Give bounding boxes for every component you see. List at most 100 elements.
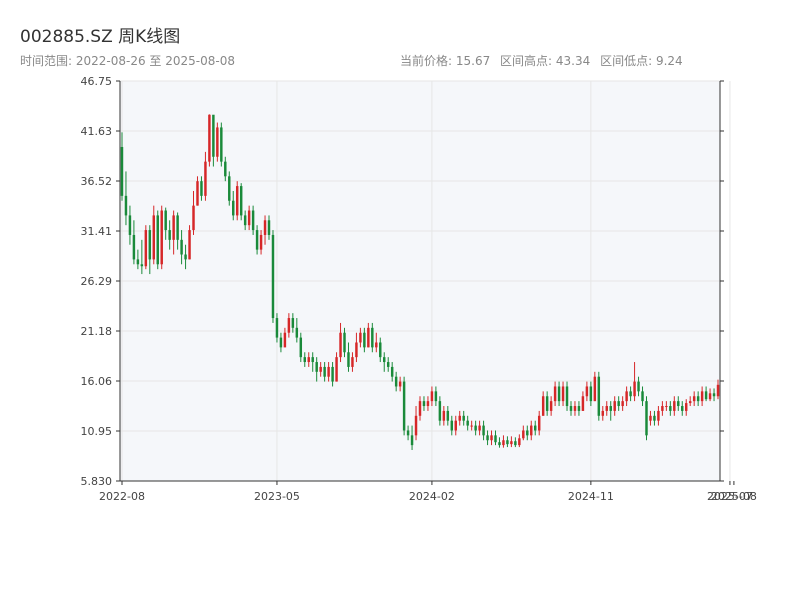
candle-up	[518, 438, 521, 446]
candle-up	[418, 401, 422, 416]
candle-up	[585, 386, 589, 397]
candle-up	[530, 425, 533, 436]
candle-up	[470, 425, 473, 427]
chart-title: 002885.SZ 周K线图	[20, 27, 181, 47]
candle-down	[422, 401, 426, 407]
candle-down	[148, 230, 152, 260]
candle-up	[625, 391, 628, 402]
candle-up	[335, 357, 338, 382]
candle-down	[164, 210, 167, 231]
candle-up	[160, 210, 163, 265]
x-tick-label: 2024-11	[568, 490, 614, 503]
candle-down	[406, 430, 410, 436]
y-tick-label: 26.29	[81, 275, 113, 288]
candle-down	[267, 220, 271, 235]
candle-up	[192, 205, 195, 231]
candle-down	[514, 441, 517, 446]
candle-down	[438, 401, 442, 421]
candle-up	[537, 415, 541, 431]
candle-down	[180, 239, 183, 255]
candle-down	[526, 430, 529, 436]
candle-down	[331, 366, 334, 382]
candle-up	[426, 401, 430, 407]
candle-down	[597, 376, 601, 416]
candle-down	[534, 425, 537, 431]
candle-up	[621, 401, 624, 407]
candle-down	[176, 215, 179, 240]
candle-down	[132, 234, 136, 260]
candle-up	[152, 215, 156, 260]
candle-up	[442, 410, 446, 421]
candle-up	[573, 406, 577, 411]
candle-down	[390, 366, 394, 377]
candle-down	[681, 406, 684, 411]
candle-down	[446, 410, 450, 421]
candle-up	[235, 186, 239, 216]
candle-down	[383, 357, 386, 363]
candle-down	[224, 161, 227, 177]
candle-up	[319, 366, 322, 372]
candle-up	[661, 406, 664, 411]
candle-down	[557, 386, 561, 402]
candle-up	[649, 415, 652, 421]
candle-up	[561, 386, 565, 402]
candle-up	[665, 406, 668, 408]
candle-down	[394, 376, 398, 387]
candle-up	[490, 435, 493, 441]
candle-up	[196, 181, 199, 206]
candle-down	[279, 337, 283, 348]
candle-up	[283, 332, 287, 348]
candle-down	[255, 230, 259, 250]
candle-up	[478, 425, 481, 431]
candle-down	[669, 406, 672, 411]
range-low: 区间低点: 9.24	[600, 54, 683, 68]
candle-up	[601, 410, 605, 416]
candle-up	[263, 220, 267, 235]
candle-up	[522, 430, 525, 439]
candle-up	[673, 401, 676, 411]
candle-down	[545, 396, 549, 411]
candle-up	[188, 230, 191, 260]
candle-up	[708, 393, 712, 400]
x-tick-label: 2025-07	[707, 490, 753, 503]
candle-down	[303, 357, 306, 363]
candle-down	[228, 176, 231, 201]
candle-down	[311, 357, 314, 363]
candle-up	[541, 396, 545, 416]
x-tick-label: 2023-05	[254, 490, 300, 503]
candle-up	[172, 215, 175, 240]
candle-down	[136, 259, 140, 265]
candle-up	[307, 357, 310, 363]
candle-down	[645, 401, 648, 436]
candle-down	[120, 146, 124, 196]
candle-up	[502, 440, 505, 446]
candle-down	[343, 332, 346, 353]
candle-down	[565, 386, 569, 407]
candle-up	[549, 401, 553, 411]
candle-up	[359, 332, 362, 343]
candle-down	[232, 200, 235, 216]
candle-up	[700, 391, 704, 402]
candle-down	[466, 420, 469, 426]
x-tick-label: 2025-08	[711, 490, 757, 503]
candle-down	[462, 415, 465, 421]
candle-down	[629, 391, 632, 397]
candle-down	[712, 393, 716, 397]
candle-up	[458, 415, 461, 421]
candle-down	[275, 318, 279, 338]
candle-up	[287, 318, 291, 333]
current-price: 当前价格: 15.67	[400, 54, 491, 68]
candle-down	[200, 181, 203, 196]
price-summary: 当前价格: 15.67 区间高点: 43.34 区间低点: 9.24	[400, 52, 689, 69]
range-high: 区间高点: 43.34	[500, 54, 591, 68]
candle-up	[593, 376, 597, 402]
candle-up	[633, 381, 636, 397]
candle-down	[363, 332, 366, 348]
candle-down	[371, 327, 374, 348]
candle-up	[692, 396, 696, 402]
candle-down	[569, 406, 573, 411]
y-tick-label: 21.18	[81, 325, 113, 338]
candle-down	[677, 401, 680, 407]
candle-down	[291, 318, 295, 328]
candle-up	[259, 234, 263, 250]
